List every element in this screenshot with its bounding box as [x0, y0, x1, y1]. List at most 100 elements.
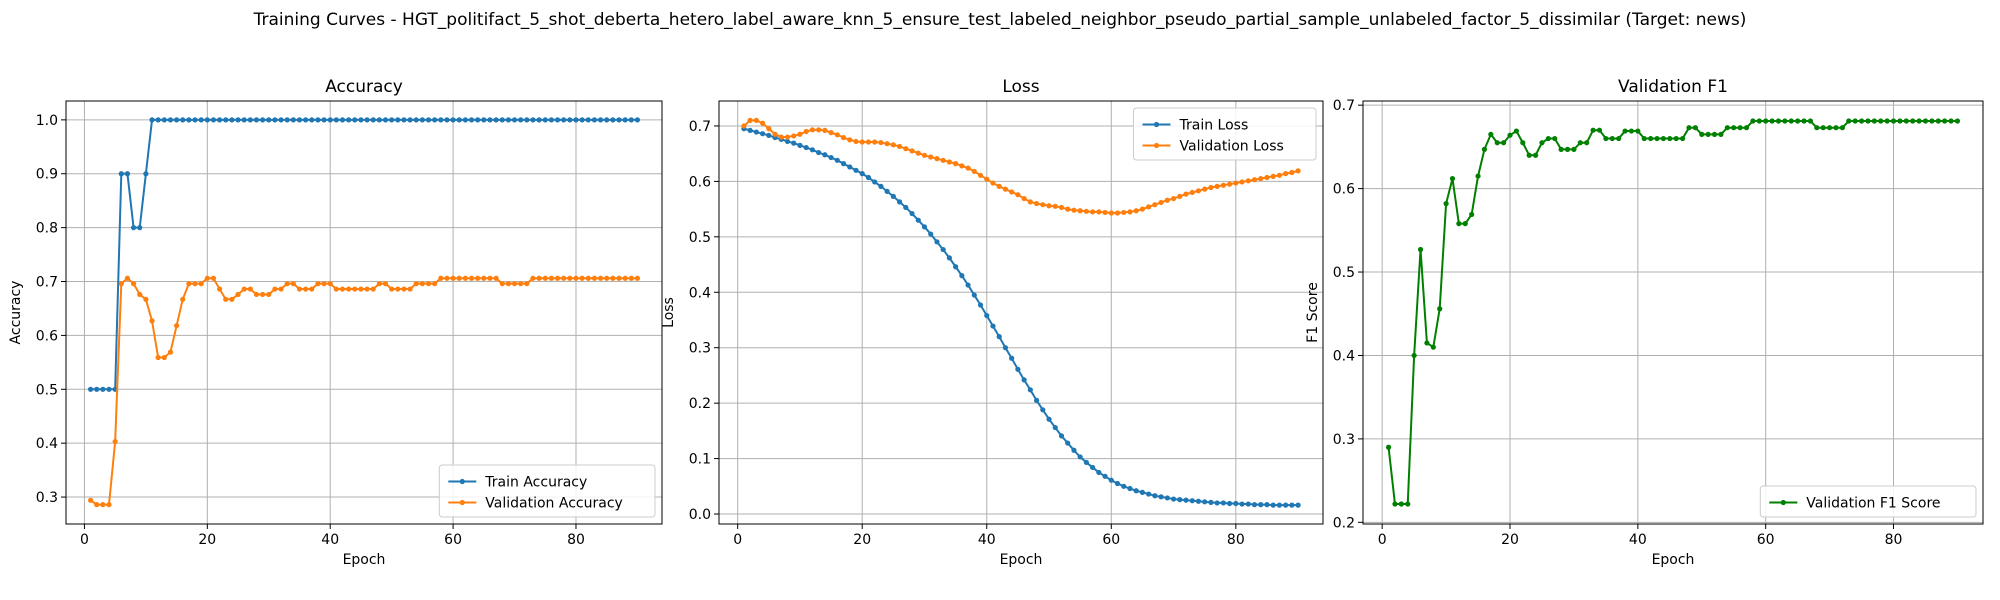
x-tick-label: 80	[1227, 532, 1245, 548]
data-point	[1058, 204, 1065, 211]
data-point	[803, 144, 809, 151]
data-point	[840, 161, 847, 167]
data-point	[847, 137, 853, 143]
data-point	[1628, 128, 1635, 134]
x-tick-label: 60	[444, 532, 462, 548]
data-point	[401, 117, 407, 123]
data-point	[797, 142, 803, 148]
data-point	[174, 323, 180, 329]
data-point	[965, 282, 971, 288]
data-point	[1289, 502, 1295, 508]
data-point	[253, 291, 260, 298]
data-point	[597, 275, 604, 281]
data-point	[1090, 464, 1096, 471]
y-tick-label: 0.7	[689, 119, 711, 135]
data-point	[1164, 495, 1170, 501]
data-point	[137, 225, 143, 231]
data-point	[1127, 209, 1133, 215]
data-point	[419, 117, 425, 123]
x-axis-label: Epoch	[1652, 552, 1695, 568]
data-point	[872, 179, 878, 185]
data-point	[493, 275, 499, 281]
data-point	[591, 275, 598, 281]
data-point	[1782, 118, 1788, 124]
data-point	[1102, 473, 1108, 479]
data-point	[358, 117, 364, 123]
data-point	[561, 117, 567, 123]
data-point	[487, 275, 493, 281]
data-point	[1108, 210, 1114, 216]
data-point	[628, 117, 634, 123]
data-point	[1152, 493, 1158, 499]
data-point	[597, 117, 604, 123]
data-point	[499, 117, 505, 123]
y-tick-label: 0.5	[36, 382, 58, 398]
data-point	[1756, 118, 1762, 124]
y-tick-label: 1.0	[36, 113, 58, 129]
data-point	[100, 502, 106, 508]
data-point	[524, 117, 530, 123]
data-point	[425, 281, 432, 287]
data-point	[840, 134, 847, 141]
data-point	[766, 132, 772, 138]
x-tick-label: 20	[853, 532, 871, 548]
data-point	[260, 117, 266, 123]
data-point	[1922, 118, 1929, 124]
data-point	[475, 275, 481, 281]
data-point	[1033, 397, 1040, 403]
data-point	[1146, 204, 1152, 210]
y-tick-label: 0.5	[689, 230, 711, 246]
data-point	[1564, 146, 1571, 152]
x-tick-label: 60	[1102, 532, 1120, 548]
data-point	[1443, 201, 1449, 207]
y-tick-label: 0.5	[1333, 265, 1355, 281]
data-point	[1654, 135, 1660, 142]
data-point	[816, 149, 822, 156]
data-point	[198, 117, 204, 123]
legend-entry: Validation Loss	[1180, 139, 1284, 155]
data-point	[1577, 140, 1583, 146]
data-point	[511, 117, 518, 123]
data-point	[896, 143, 903, 150]
legend-box	[1133, 107, 1317, 161]
data-point	[346, 117, 352, 123]
data-point	[1641, 135, 1647, 142]
data-point	[376, 281, 382, 287]
data-point	[1133, 208, 1139, 214]
x-axis-label: Epoch	[1000, 552, 1043, 568]
data-point	[903, 146, 909, 152]
data-point	[167, 117, 174, 123]
data-point	[130, 225, 137, 231]
data-point	[1002, 345, 1009, 351]
data-point	[118, 171, 124, 177]
legend-box	[1759, 485, 1977, 518]
data-point	[747, 117, 753, 123]
data-point	[1052, 424, 1058, 431]
data-point	[542, 275, 548, 281]
data-point	[1071, 447, 1077, 453]
data-point	[272, 117, 278, 123]
data-point	[382, 281, 389, 287]
data-point	[1295, 168, 1301, 174]
data-point	[953, 264, 959, 270]
data-point	[1462, 221, 1468, 227]
data-point	[859, 171, 865, 177]
data-point	[106, 502, 112, 508]
data-point	[1833, 125, 1839, 131]
data-point	[296, 117, 303, 123]
legend-marker	[1780, 499, 1786, 506]
data-point	[339, 117, 346, 123]
data-point	[1481, 146, 1488, 152]
data-point	[1456, 221, 1462, 227]
data-point	[462, 275, 468, 281]
data-point	[229, 117, 235, 123]
data-point	[616, 275, 622, 281]
data-point	[1002, 186, 1009, 192]
data-point	[1052, 203, 1058, 209]
data-point	[413, 117, 419, 123]
data-point	[94, 386, 100, 392]
data-point	[1545, 135, 1551, 142]
data-point	[106, 386, 112, 392]
data-point	[1743, 125, 1750, 131]
